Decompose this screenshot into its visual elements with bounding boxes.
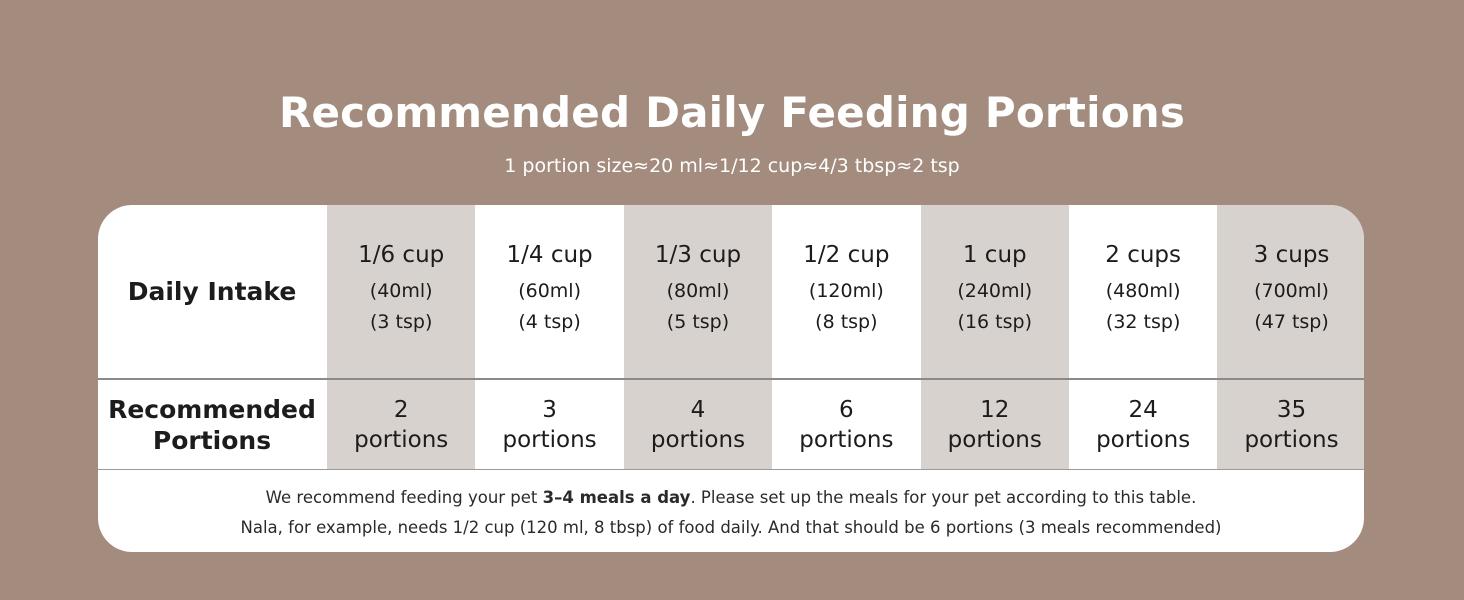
ml-amount: (80ml) <box>666 279 730 302</box>
tsp-amount: (8 tsp) <box>815 310 878 333</box>
page-title: Recommended Daily Feeding Portions <box>278 88 1186 137</box>
ml-amount: (60ml) <box>518 279 581 302</box>
portion-cell: 3 portions <box>475 380 623 469</box>
cup-amount: 1 cup <box>962 241 1027 268</box>
portion-unit: portions <box>799 426 894 453</box>
cup-amount: 1/2 cup <box>803 241 890 268</box>
intake-cell: 1/3 cup (80ml) (5 tsp) <box>624 205 772 378</box>
intake-cell: 3 cups (700ml) (47 tsp) <box>1217 205 1364 378</box>
table-column: 3 cups (700ml) (47 tsp) 35 portions <box>1217 205 1364 469</box>
footer-note: We recommend feeding your pet 3–4 meals … <box>98 483 1364 543</box>
portion-count: 12 <box>980 396 1010 423</box>
intake-cell: 1/6 cup (40ml) (3 tsp) <box>327 205 475 378</box>
tsp-amount: (47 tsp) <box>1254 310 1329 333</box>
portion-count: 24 <box>1128 396 1158 423</box>
portion-cell: 35 portions <box>1217 380 1364 469</box>
intake-cell: 1/2 cup (120ml) (8 tsp) <box>772 205 920 378</box>
portion-cell: 12 portions <box>921 380 1069 469</box>
footer-divider <box>98 469 1364 470</box>
table-column: 1/3 cup (80ml) (5 tsp) 4 portions <box>623 205 773 469</box>
portion-count: 3 <box>542 396 557 423</box>
ml-amount: (40ml) <box>369 279 433 302</box>
footer-line-1-bold: 3–4 meals a day <box>542 488 691 507</box>
ml-amount: (700ml) <box>1254 279 1329 302</box>
table-column: 1/2 cup (120ml) (8 tsp) 6 portions <box>772 205 920 469</box>
portion-cell: 24 portions <box>1069 380 1217 469</box>
tsp-amount: (4 tsp) <box>518 310 581 333</box>
footer-line-2: Nala, for example, needs 1/2 cup (120 ml… <box>240 518 1222 537</box>
portion-count: 35 <box>1276 396 1307 423</box>
tsp-amount: (3 tsp) <box>370 310 433 333</box>
cup-amount: 2 cups <box>1105 241 1182 268</box>
portion-cell: 6 portions <box>772 380 920 469</box>
row-divider <box>98 378 1364 380</box>
portion-unit: portions <box>1244 426 1339 453</box>
ml-amount: (240ml) <box>957 279 1033 302</box>
portion-unit: portions <box>502 426 597 453</box>
row-label-recommended-portions: Recommended Portions <box>98 380 326 469</box>
page-subtitle: 1 portion size≈20 ml≈1/12 cup≈4/3 tbsp≈2… <box>504 155 960 177</box>
feeding-table-card: Daily Intake Recommended Portions 1/6 cu… <box>98 205 1364 552</box>
portion-count: 6 <box>839 396 854 423</box>
cup-amount: 1/3 cup <box>654 241 742 268</box>
portion-count: 4 <box>690 396 706 423</box>
table-column: 1/6 cup (40ml) (3 tsp) 2 portions <box>327 205 476 469</box>
portion-unit: portions <box>947 426 1042 453</box>
tsp-amount: (32 tsp) <box>1105 310 1181 333</box>
portion-cell: 2 portions <box>327 380 475 469</box>
tsp-amount: (5 tsp) <box>666 310 730 333</box>
row-label-portions-line2: Portions <box>152 425 272 455</box>
cup-amount: 1/6 cup <box>358 241 445 268</box>
table-columns: 1/6 cup (40ml) (3 tsp) 2 portions 1/4 cu… <box>327 205 1364 469</box>
cup-amount: 1/4 cup <box>506 241 593 268</box>
table-column: 2 cups (480ml) (32 tsp) 24 portions <box>1069 205 1217 469</box>
table-column: 1/4 cup (60ml) (4 tsp) 3 portions <box>475 205 623 469</box>
cup-amount: 3 cups <box>1253 241 1330 268</box>
row-label-daily-intake: Daily Intake <box>127 277 297 306</box>
portion-cell: 4 portions <box>624 380 772 469</box>
portion-count: 2 <box>393 396 409 423</box>
intake-cell: 1/4 cup (60ml) (4 tsp) <box>475 205 623 378</box>
table-column: 1 cup (240ml) (16 tsp) 12 portions <box>920 205 1069 469</box>
intake-cell: 1 cup (240ml) (16 tsp) <box>921 205 1069 378</box>
footer-line-1-end: . Please set up the meals for your pet a… <box>690 488 1197 507</box>
ml-amount: (480ml) <box>1105 279 1181 302</box>
footer-line-1-start: We recommend feeding your pet <box>265 488 543 507</box>
portion-unit: portions <box>650 426 746 453</box>
ml-amount: (120ml) <box>808 279 884 302</box>
tsp-amount: (16 tsp) <box>957 310 1032 333</box>
portion-unit: portions <box>354 426 449 453</box>
intake-cell: 2 cups (480ml) (32 tsp) <box>1069 205 1217 378</box>
row-label-portions-line1: Recommended <box>108 394 316 424</box>
footer-line-1: We recommend feeding your pet 3–4 meals … <box>98 483 1364 513</box>
portion-unit: portions <box>1096 426 1191 453</box>
